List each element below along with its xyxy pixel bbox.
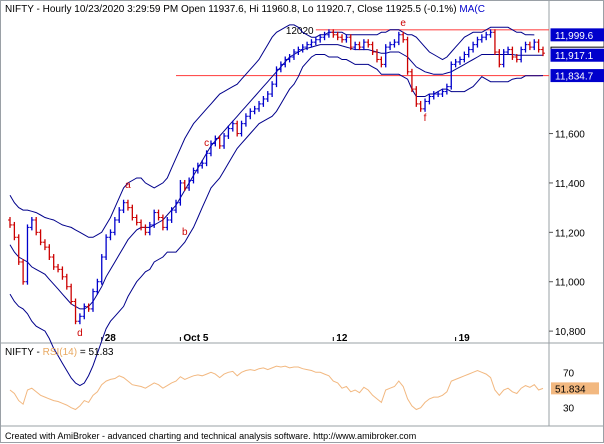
price-chart-title: NIFTY - Hourly 10/23/2020 3:29:59 PM Ope… [5, 4, 457, 15]
footer-credit: Created with AmiBroker - advanced charti… [5, 431, 417, 441]
price-badge [550, 28, 604, 42]
rsi-tick-label: 70 [563, 368, 575, 379]
time-tick-label: 12 [336, 333, 348, 344]
price-tick-label: 11,000 [555, 278, 585, 289]
wave-annotation-f: f [424, 113, 427, 124]
time-tick-label: Oct 5 [183, 333, 208, 344]
price-badge-label: 11,834.7 [555, 72, 594, 83]
wave-annotation-a: a [125, 180, 131, 191]
price-badge-label: 11,917.1 [555, 51, 594, 62]
upper-band-line [9, 24, 535, 238]
ma-legend-label: MA(C [459, 4, 485, 15]
wave-annotation-c: c [204, 138, 209, 149]
rsi-value-badge [551, 382, 599, 395]
time-tick-label: 28 [105, 333, 117, 344]
rsi-tick-label: 30 [563, 404, 575, 415]
price-tick-label: 10,800 [555, 327, 586, 338]
rsi-pane-header: NIFTY - RSI(14) = 51.83 [5, 347, 113, 358]
rsi-current-value: = 51.83 [77, 347, 114, 358]
wave-annotation-b: b [182, 227, 188, 238]
wave-annotation-e: e [400, 18, 406, 29]
price-chart-header: NIFTY - Hourly 10/23/2020 3:29:59 PM Ope… [5, 4, 485, 15]
rsi-value-badge-label: 51.834 [555, 384, 586, 395]
level-label: 12020 [286, 26, 314, 37]
lower-band-line [9, 54, 544, 387]
price-tick-label: 11,600 [555, 130, 585, 141]
wave-annotation-d: d [77, 328, 83, 339]
rsi-line [9, 365, 544, 411]
price-badge-label: 11,999.6 [555, 31, 594, 42]
price-badge [550, 48, 604, 62]
price-badge [550, 69, 604, 83]
price-tick-label: 11,200 [555, 228, 585, 239]
rsi-symbol-label: NIFTY - [5, 347, 43, 358]
rsi-indicator-label: RSI(14) [42, 347, 78, 358]
time-tick-label: 19 [459, 333, 471, 344]
price-tick-label: 11,400 [555, 179, 585, 190]
